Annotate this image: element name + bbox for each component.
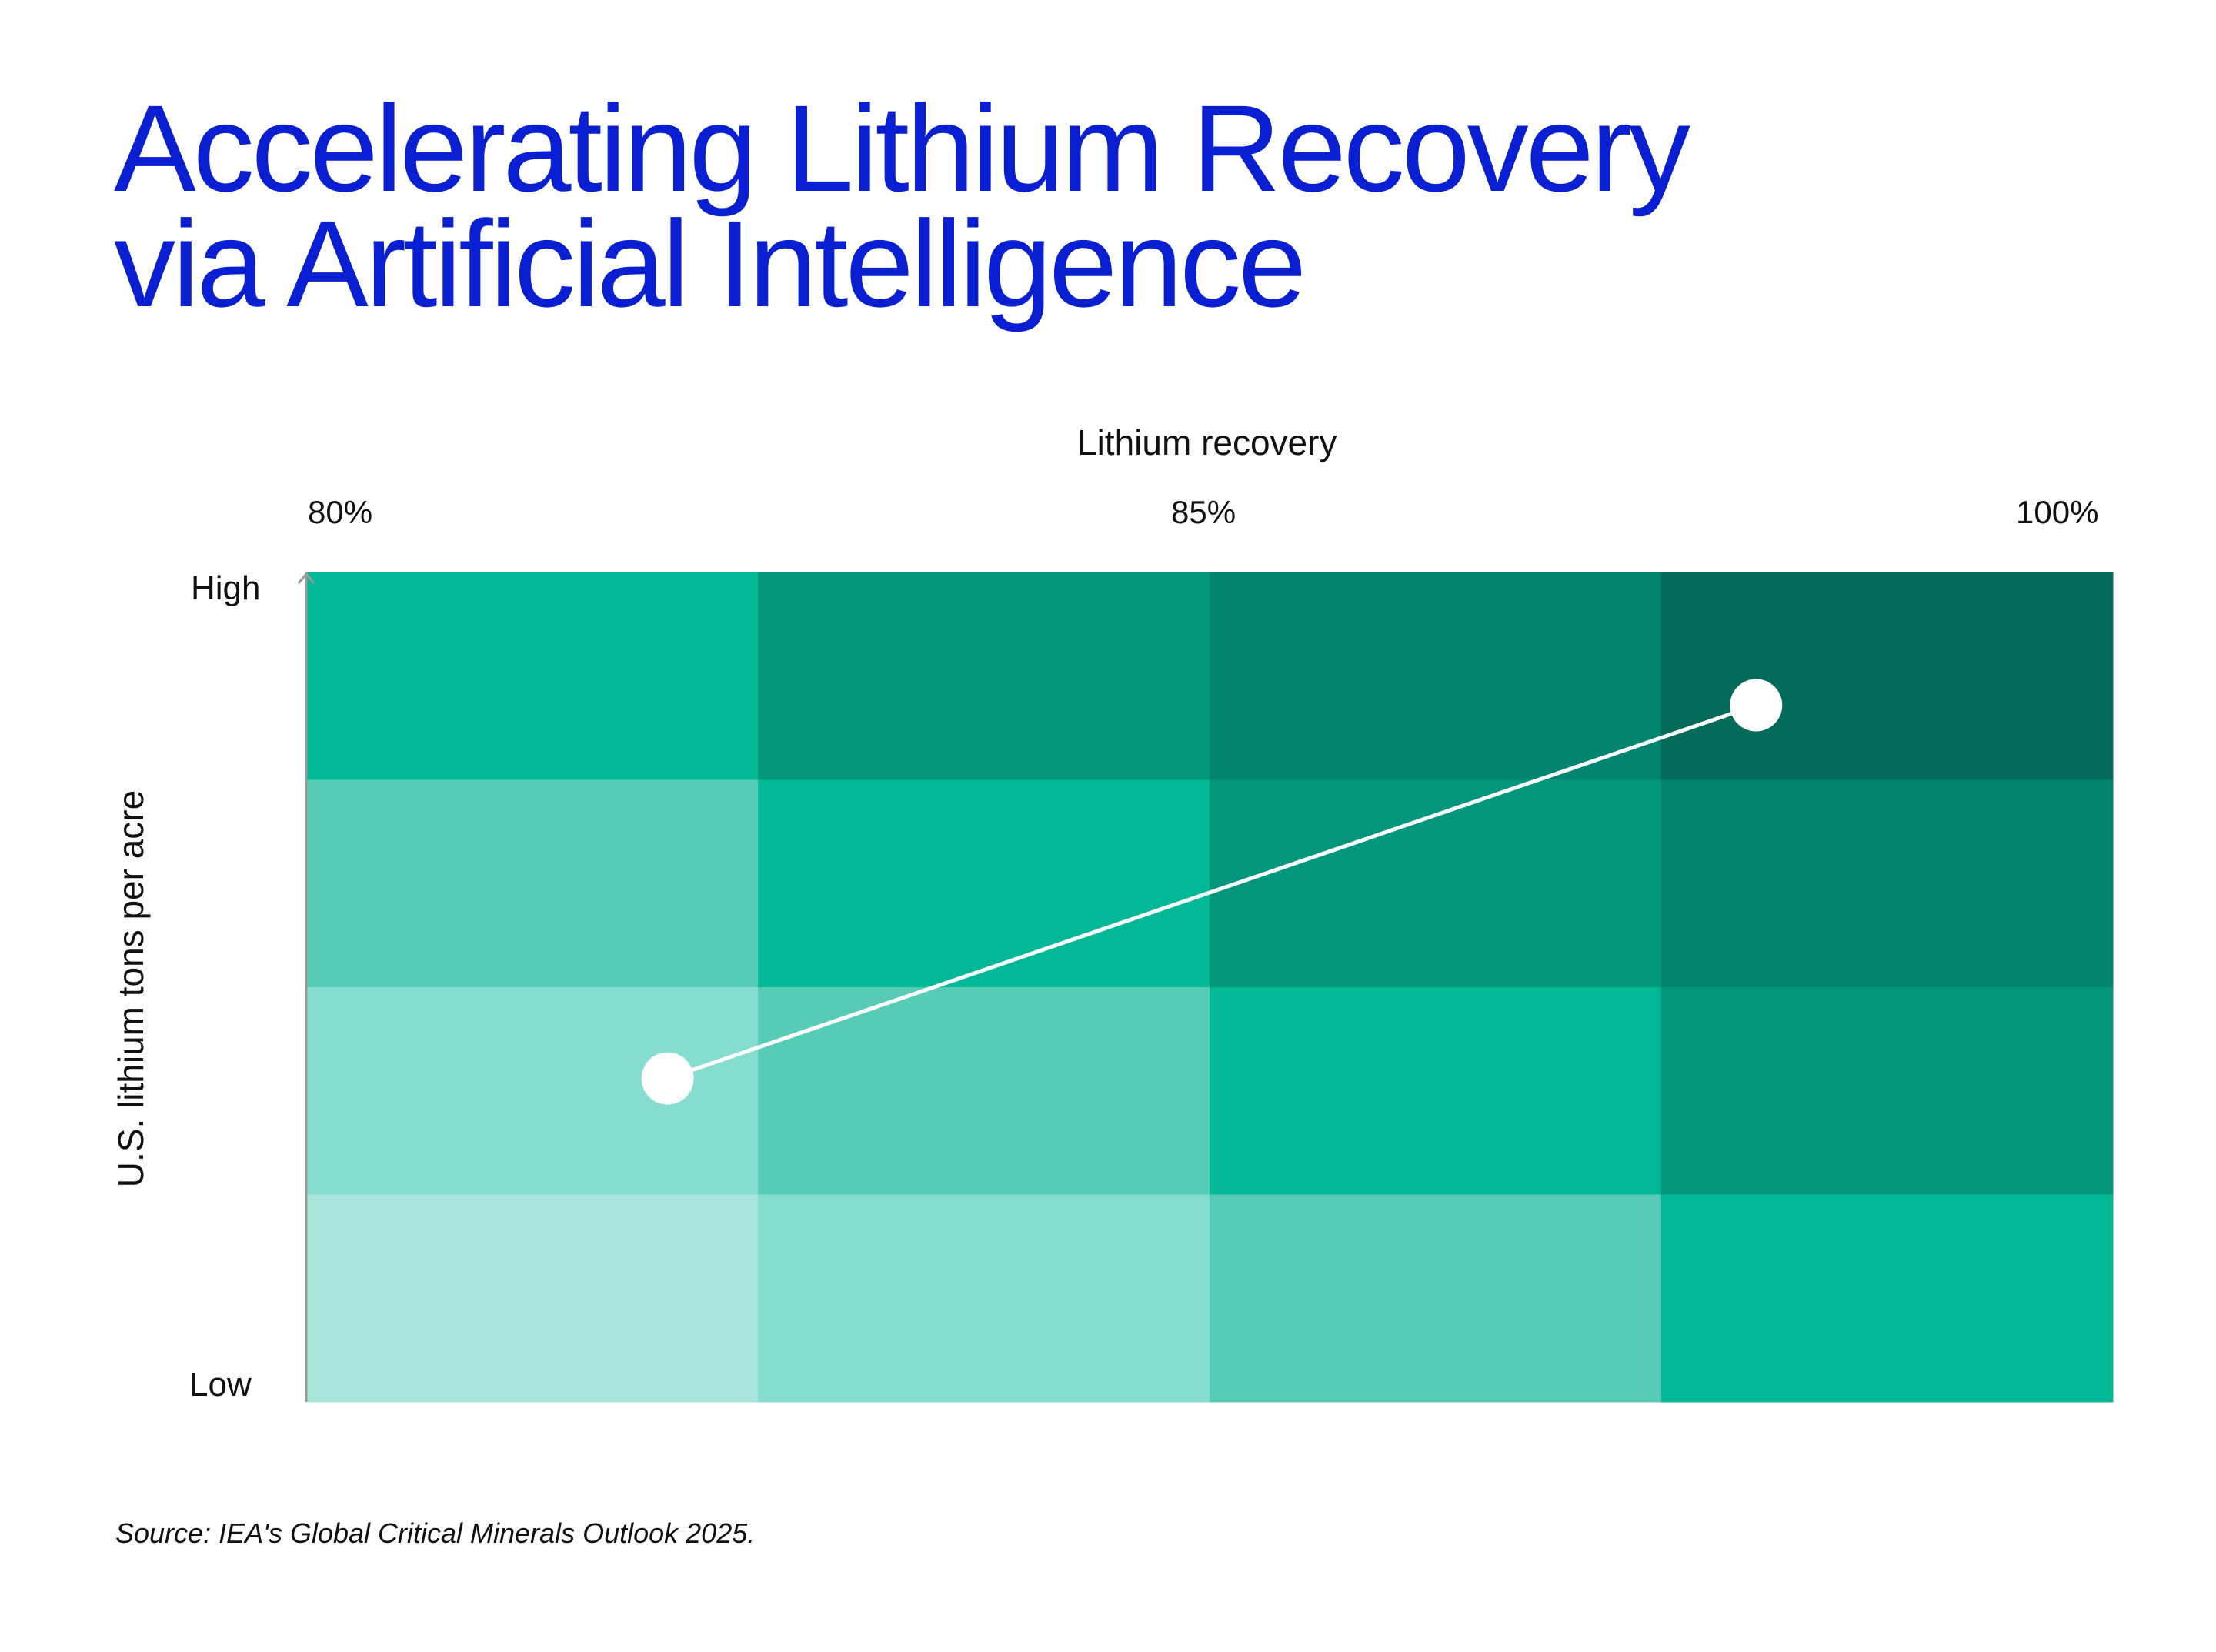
source-note: Source: IEA's Global Critical Minerals O… — [115, 1517, 756, 1549]
heatmap-cell — [1661, 779, 2114, 988]
x-axis-label: Lithium recovery — [1077, 422, 1337, 462]
heatmap-cell — [758, 779, 1210, 988]
x-tick-label-100: 100% — [2016, 494, 2099, 530]
heatmap-cell — [758, 987, 1210, 1195]
heatmap-cell — [1661, 987, 2114, 1195]
heatmap-cell — [1210, 1194, 1662, 1403]
heatmap-cell — [1210, 572, 1662, 780]
heatmap-cell — [306, 1194, 759, 1403]
heatmap-cell — [1661, 572, 2114, 780]
x-tick-label-80: 80% — [308, 494, 373, 530]
heatmap-cell — [306, 987, 759, 1195]
heatmap-cell — [1661, 1194, 2114, 1403]
heatmap-cell — [1210, 779, 1662, 988]
end-point-marker — [1730, 679, 1783, 732]
start-point-marker — [641, 1052, 694, 1105]
heatmap-cell — [306, 572, 759, 780]
trend-line — [666, 703, 1757, 1080]
heatmap-cell — [306, 779, 759, 988]
heatmap-cell — [1210, 987, 1662, 1195]
x-tick-label-85: 85% — [1171, 494, 1236, 530]
y-axis-arrow-icon — [297, 572, 315, 584]
y-tick-label-low: Low — [189, 1366, 252, 1403]
heatmap-cell — [758, 1194, 1210, 1403]
y-tick-label-high: High — [191, 569, 261, 607]
chart-title-line-1: Accelerating Lithium Recovery — [114, 79, 1690, 217]
chart-title: Accelerating Lithium Recovery via Artifi… — [114, 79, 1807, 332]
chart-title-line-2: via Artificial Intelligence — [114, 195, 1307, 332]
heatmap-cell — [758, 572, 1210, 780]
